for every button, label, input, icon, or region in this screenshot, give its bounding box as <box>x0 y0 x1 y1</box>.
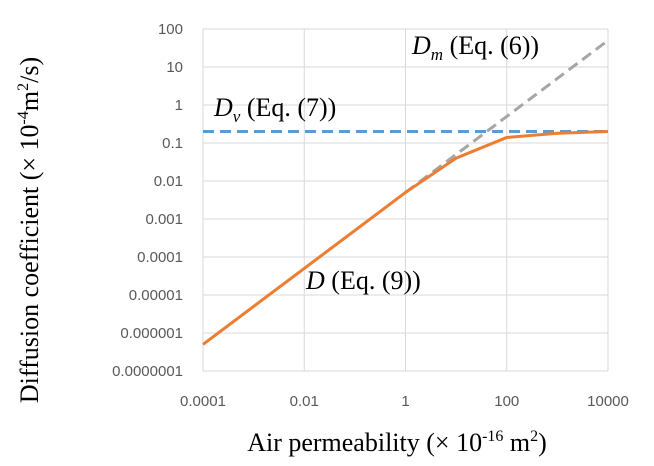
y-tick-label: 0.0001 <box>137 249 183 266</box>
x-tick-label: 10000 <box>587 393 629 410</box>
annotation-dm: Dm (Eq. (6)) <box>411 31 539 64</box>
x-tick-label: 100 <box>494 393 519 410</box>
y-tick-label: 0.001 <box>145 211 183 228</box>
y-tick-label: 1 <box>175 97 183 114</box>
y-tick-label: 0.0000001 <box>112 363 183 380</box>
y-tick-labels: 100 10 1 0.1 0.01 0.001 0.0001 0.00001 0.000001 0… <box>112 21 183 380</box>
series-lines <box>202 39 609 346</box>
y-tick-label: 0.00001 <box>129 287 183 304</box>
series-line-0 <box>404 39 609 194</box>
y-tick-label: 0.01 <box>154 173 183 190</box>
y-axis-title: Diffusion coefficient (× 10-4m2/s) <box>15 57 44 403</box>
y-tick-label: 10 <box>166 59 183 76</box>
y-tick-label: 0.1 <box>162 135 183 152</box>
x-tick-label: 0.01 <box>290 393 319 410</box>
y-tick-label: 100 <box>158 21 183 38</box>
x-axis-title: Air permeability (× 10-16 m2) <box>247 428 547 457</box>
annotation-d: D (Eq. (9)) <box>305 266 421 295</box>
grid <box>202 28 609 372</box>
series-line-2 <box>202 130 609 346</box>
x-tick-label: 1 <box>401 393 409 410</box>
annotation-dv: Dv (Eq. (7)) <box>213 93 336 126</box>
x-tick-label: 0.0001 <box>180 393 226 410</box>
y-tick-label: 0.000001 <box>120 325 183 342</box>
x-tick-labels: 0.0001 0.01 1 100 10000 <box>180 393 629 410</box>
